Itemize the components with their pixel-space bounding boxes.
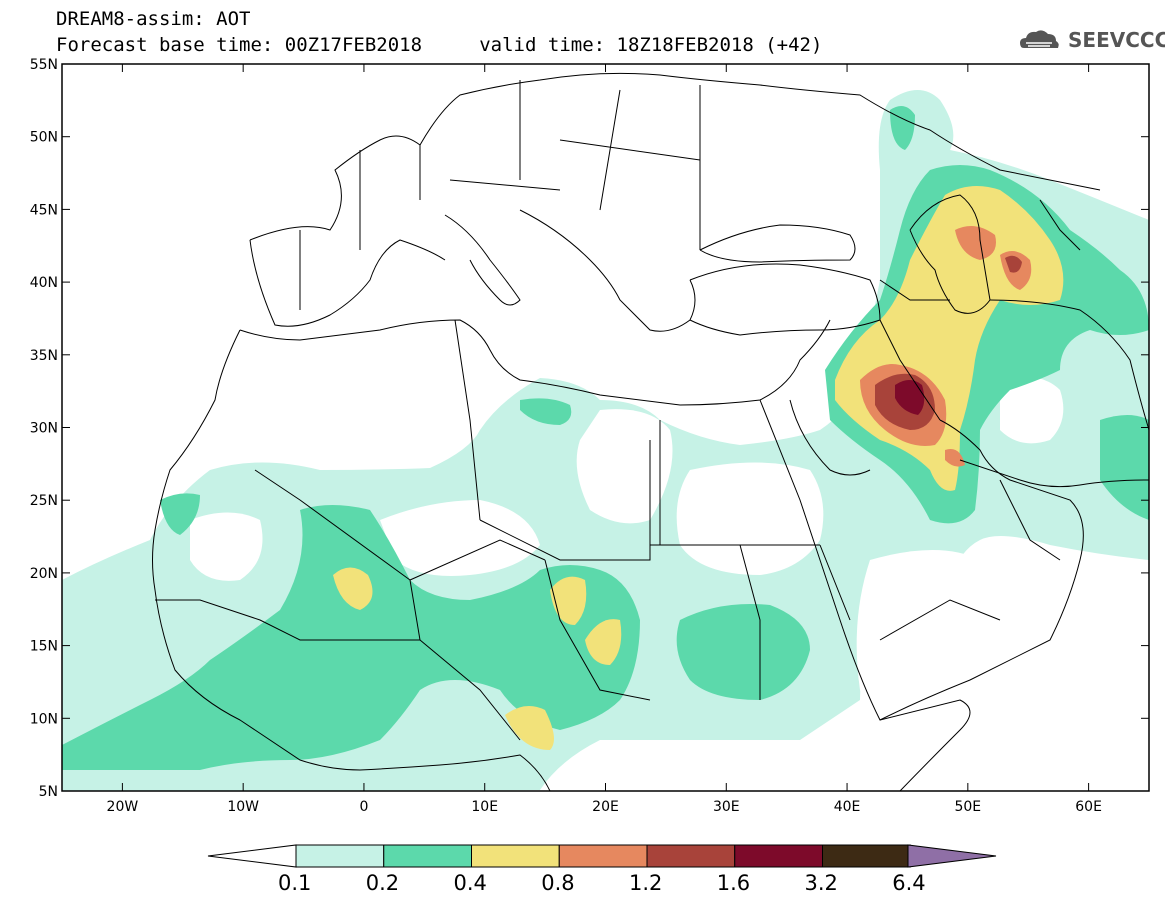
- colorbar-box: [822, 844, 911, 868]
- colorbar-box: [295, 844, 385, 868]
- lat-tick-label: 40N: [30, 275, 58, 291]
- lat-tick-label: 25N: [30, 493, 58, 509]
- lat-tick-label: 50N: [30, 130, 58, 146]
- colorbar-over-triangle: [907, 844, 997, 868]
- lat-tick-label: 20N: [30, 566, 58, 582]
- colorbar-box: [558, 844, 648, 868]
- colorbar-box: [646, 844, 736, 868]
- lat-tick-label: 55N: [30, 57, 58, 73]
- lat-tick-label: 5N: [39, 784, 58, 800]
- lon-tick-label: 10E: [471, 799, 498, 815]
- lon-tick-label: 30E: [713, 799, 740, 815]
- lon-tick-label: 60E: [1075, 799, 1102, 815]
- colorbar-label: 1.2: [629, 871, 663, 895]
- colorbar-under-triangle: [207, 844, 297, 868]
- lat-tick-label: 45N: [30, 202, 58, 218]
- aot-field: [62, 64, 1149, 791]
- cloud-icon: [1020, 30, 1059, 48]
- colorbar-box: [471, 844, 560, 868]
- colorbar-label: 0.4: [453, 871, 487, 895]
- map-title: DREAM8-assim: AOT: [56, 8, 251, 30]
- lon-tick-label: 50E: [954, 799, 981, 815]
- lon-tick-label: 20W: [107, 799, 139, 815]
- lat-tick-label: 15N: [30, 639, 58, 655]
- aot-band-0.2: [62, 505, 640, 770]
- longitude-axis: 20W 10W 0 10E 20E 30E 40E 50E 60E: [107, 64, 1102, 815]
- colorbar: [207, 844, 997, 868]
- colorbar-label: 0.1: [278, 871, 312, 895]
- latitude-axis: 55N 50N 45N 40N 35N 30N 25N 20N 15N 10N 5N: [30, 57, 1149, 800]
- colorbar-label: 0.8: [541, 871, 575, 895]
- colorbar-label: 3.2: [804, 871, 838, 895]
- lat-tick-label: 35N: [30, 348, 58, 364]
- lon-tick-label: 10W: [227, 799, 259, 815]
- forecast-time-line: Forecast base time: 00Z17FEB2018 valid t…: [56, 34, 823, 56]
- colorbar-box: [734, 844, 823, 868]
- logo-text: SEEVCCC: [1068, 28, 1165, 52]
- lon-tick-label: 0: [359, 799, 368, 815]
- lat-tick-label: 30N: [30, 421, 58, 437]
- lat-tick-label: 10N: [30, 711, 58, 727]
- colorbar-label: 6.4: [892, 871, 926, 895]
- colorbar-label: 1.6: [716, 871, 751, 895]
- lon-tick-label: 40E: [834, 799, 861, 815]
- lon-tick-label: 20E: [592, 799, 619, 815]
- colorbar-label: 0.2: [365, 871, 400, 895]
- colorbar-box: [383, 844, 472, 868]
